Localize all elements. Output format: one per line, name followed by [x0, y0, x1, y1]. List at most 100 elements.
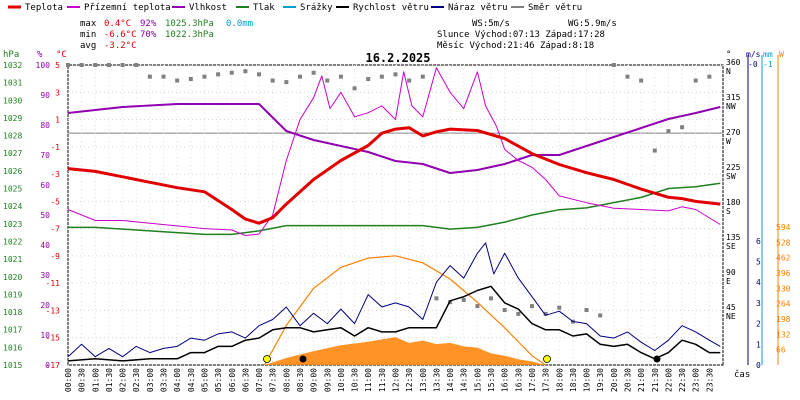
pressure-tick-label: 1024 — [3, 202, 22, 211]
radiation-tick-label: 264 — [776, 300, 791, 309]
x-tick-label: 21:00 — [637, 368, 646, 392]
x-tick-label: 08:00 — [282, 368, 291, 392]
stat-min-label: min — [80, 30, 96, 40]
radiation-tick-label: 330 — [776, 284, 791, 293]
pressure-tick-label: 1025 — [3, 185, 22, 194]
pressure-tick-label: 1029 — [3, 114, 22, 123]
direction-tick-degrees: 360 — [726, 58, 741, 67]
legend-label-tlak: Tlak — [253, 3, 275, 13]
wind-direction-point — [120, 63, 125, 67]
wind-direction-point — [106, 63, 111, 67]
x-tick-label: 16:00 — [501, 368, 510, 392]
radiation-tick-label: 462 — [776, 254, 791, 263]
stat-max-temp: 0.4°C — [104, 19, 131, 29]
legend-label-teplota: Teplota — [25, 3, 63, 13]
x-tick-label: 02:00 — [119, 368, 128, 392]
x-tick-label: 14:30 — [460, 368, 469, 392]
wind-direction-point — [325, 78, 330, 83]
x-tick-label: 02:30 — [132, 368, 141, 392]
wind-direction-point — [393, 72, 398, 77]
legend-label-vlhkost: Vlhkost — [189, 3, 227, 13]
x-tick-label: 23:00 — [692, 368, 701, 392]
humidity-tick-label: 80 — [40, 121, 50, 130]
direction-tick-label: N — [726, 67, 731, 76]
wind-direction-point — [516, 311, 521, 316]
series-humidity-line — [67, 103, 721, 174]
radiation-tick-label: 132 — [776, 330, 791, 339]
radiation-tick-label: 396 — [776, 269, 791, 278]
humidity-unit-label: % — [37, 50, 43, 60]
wind-direction-point — [489, 296, 494, 301]
wind-direction-point — [216, 72, 221, 77]
sunset-marker — [543, 355, 551, 363]
wind-direction-point — [338, 74, 343, 79]
wind-direction-point — [284, 80, 289, 85]
direction-tick-degrees: 270 — [726, 128, 741, 137]
humidity-tick-label: 20 — [40, 301, 50, 310]
stat-max-label: max — [80, 19, 97, 29]
wind-direction-point — [379, 74, 384, 79]
x-tick-label: 23:30 — [705, 368, 714, 392]
wind-direction-point — [666, 129, 671, 134]
x-tick-label: 10:00 — [337, 368, 346, 392]
moonrise-marker — [653, 355, 661, 363]
wind-direction-point — [297, 74, 302, 79]
direction-tick-degrees: 45 — [726, 303, 736, 312]
direction-tick-degrees: 225 — [726, 163, 741, 172]
wind-direction-point — [134, 63, 139, 67]
humidity-tick-label: 10 — [40, 331, 50, 340]
humidity-tick-label: 70 — [40, 151, 50, 160]
pressure-tick-label: 1020 — [3, 273, 22, 282]
wind-direction-point — [639, 78, 644, 83]
pressure-tick-label: 1015 — [3, 361, 22, 370]
wind-direction-point — [188, 77, 193, 81]
x-tick-label: 01:30 — [105, 368, 114, 392]
x-tick-label: 03:00 — [146, 368, 155, 392]
direction-tick-label: SW — [726, 172, 736, 181]
x-tick-label: 00:30 — [78, 368, 87, 392]
pressure-unit-label: hPa — [3, 50, 19, 60]
x-tick-label: 12:30 — [405, 368, 414, 392]
pressure-tick-label: 1018 — [3, 308, 22, 317]
wind-direction-point — [529, 304, 534, 309]
x-axis: 00:00 00:30 01:00 01:30 02:00 02:30 03:00 03:30… — [64, 368, 714, 392]
radiation-tick-label: 198 — [776, 315, 791, 324]
humidity-tick-label: 40 — [40, 241, 50, 250]
grid — [67, 64, 724, 366]
humidity-tick-label: 60 — [40, 181, 50, 190]
rain-top-label: -1 — [763, 60, 773, 69]
legend-label-naraz-vetru: Náraz větru — [448, 3, 508, 13]
x-tick-label: 04:30 — [187, 368, 196, 392]
direction-tick-label: W — [726, 137, 731, 146]
direction-tick-degrees: 180 — [726, 198, 741, 207]
x-tick-label: 12:00 — [392, 368, 401, 392]
wind-direction-point — [270, 78, 275, 83]
stat-avg-temp: -3.2°C — [104, 41, 137, 51]
x-tick-label: 03:30 — [160, 368, 169, 392]
wind-direction-point — [147, 74, 152, 79]
wind-direction-point — [161, 74, 166, 79]
wind-direction-point — [693, 78, 698, 83]
wind-tick-label: 4 — [756, 278, 761, 287]
pressure-tick-label: 1019 — [3, 290, 22, 299]
x-tick-label: 10:30 — [351, 368, 360, 392]
chart-title: 16.2.2025 — [365, 51, 430, 65]
wind-direction-point — [625, 74, 630, 79]
x-tick-label: 22:30 — [678, 368, 687, 392]
stat-wg: WG:5.9m/s — [568, 19, 617, 29]
wind-direction-point — [707, 74, 712, 79]
temp-tick-label: -13 — [46, 306, 61, 315]
stats-block: max 0.4°C 92% 1025.3hPa 0.0mm min -6.6°C… — [80, 19, 617, 51]
x-tick-label: 11:00 — [364, 368, 373, 392]
wind-direction-point — [557, 305, 562, 310]
x-tick-label: 07:30 — [269, 368, 278, 392]
stat-min-hum: 70% — [140, 30, 157, 40]
wind-direction-point — [420, 74, 425, 79]
radiation-unit-label: W — [779, 50, 784, 59]
temp-tick-label: 1 — [55, 116, 60, 125]
temp-tick-label: 3 — [55, 88, 60, 97]
legend-label-smer-vetru: Směr větru — [528, 3, 582, 13]
wind-unit-label: m/s — [746, 50, 761, 59]
x-tick-label: 11:30 — [378, 368, 387, 392]
temp-tick-label: -17 — [46, 361, 61, 370]
